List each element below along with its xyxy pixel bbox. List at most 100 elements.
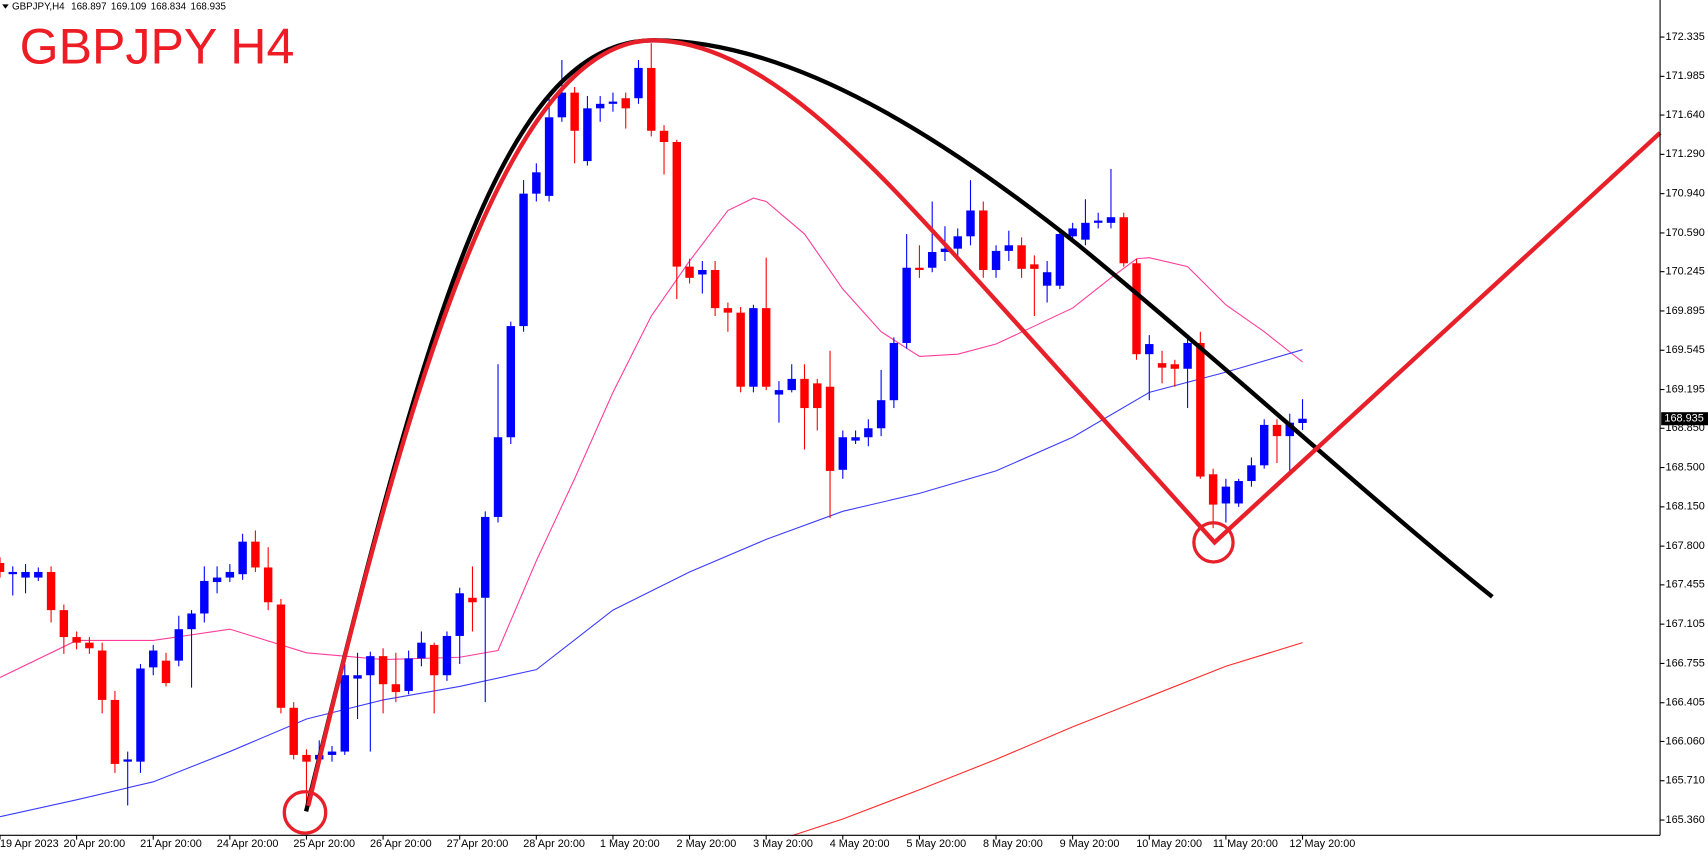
candle-body (1170, 364, 1180, 369)
x-tick-label: 27 Apr 20:00 (447, 838, 509, 850)
candle-body (813, 383, 822, 409)
candle-body (8, 571, 17, 575)
candle-body (1285, 422, 1294, 437)
candle-body (1221, 486, 1231, 504)
candle-body (161, 660, 171, 684)
candle-body (1298, 418, 1307, 423)
x-tick-label: 20 Apr 20:00 (64, 838, 126, 850)
low: 168.834 (151, 1, 187, 12)
candle-body (442, 635, 452, 676)
candle-body (774, 390, 784, 395)
candle-body (915, 267, 924, 270)
x-tick-label: 21 Apr 20:00 (140, 838, 202, 850)
candle-body (1068, 228, 1077, 237)
candle-body (544, 117, 554, 196)
candle-body (391, 684, 401, 693)
candle-body (263, 567, 273, 603)
candle-body (455, 593, 464, 636)
candle-body (1042, 272, 1052, 286)
candle-body (1106, 217, 1116, 223)
candle-body (110, 699, 120, 764)
candle-body (174, 629, 183, 661)
candle-body (710, 269, 720, 309)
candle-body (21, 571, 30, 578)
candle-body (1157, 363, 1167, 368)
candle-body (0, 562, 5, 572)
candle-body (378, 656, 388, 685)
candle-body (97, 650, 107, 700)
candle-body (417, 642, 426, 659)
candle-body (647, 67, 656, 131)
x-tick-label: 5 May 20:00 (906, 838, 966, 850)
y-tick-label: 168.500 (1666, 461, 1705, 473)
candle-body (1208, 474, 1218, 505)
candle-body (761, 308, 771, 387)
candle-body (519, 193, 528, 327)
price-label: 168.935 (1664, 413, 1703, 425)
candle-body (927, 252, 937, 268)
open: 168.897 (71, 1, 106, 12)
candle-body (85, 642, 94, 649)
candle-body (608, 101, 618, 104)
plot-area (0, 43, 1307, 837)
moving-average (0, 349, 1303, 818)
y-tick-label: 167.800 (1666, 540, 1705, 552)
candle-body (251, 541, 260, 568)
candle-body (1132, 263, 1141, 355)
moving-average (791, 642, 1303, 837)
low-circle (282, 790, 328, 835)
candle-body (493, 437, 503, 517)
y-tick-label: 171.985 (1666, 70, 1705, 82)
header-arrow (2, 4, 9, 9)
candle-body (1093, 220, 1103, 223)
x-tick-label: 8 May 20:00 (983, 838, 1043, 850)
candle-body (532, 172, 541, 194)
candle-body (506, 326, 516, 438)
candle-body (966, 210, 975, 237)
candle-body (302, 754, 311, 762)
price-label-bg (1661, 412, 1708, 426)
candle-body (838, 437, 848, 470)
candle-body (1196, 342, 1205, 477)
candle-body (1145, 344, 1154, 355)
candle-body (902, 267, 911, 343)
candle-body (634, 67, 643, 99)
candle-body (1119, 217, 1128, 264)
x-tick-label: 28 Apr 20:00 (523, 838, 585, 850)
red-curve (306, 38, 1662, 807)
x-tick-label: 25 Apr 20:00 (293, 838, 355, 850)
candle-body (736, 312, 745, 387)
black-curve (303, 38, 1494, 812)
header: GBPJPY,H4 168.897 169.109 168.834 168.935 (12, 1, 226, 12)
candle-body (1183, 342, 1192, 369)
y-tick-label: 170.245 (1666, 266, 1705, 278)
candle-body (468, 597, 477, 603)
candle-body (749, 308, 758, 387)
candle-body (672, 142, 682, 267)
symbol: GBPJPY,H4 (12, 1, 65, 12)
candle-body (366, 656, 375, 676)
low-circle (1192, 521, 1235, 564)
x-tick-label: 1 May 20:00 (600, 838, 660, 850)
candle-body (1055, 234, 1065, 286)
candle-body (404, 658, 413, 691)
candle-body (991, 250, 1001, 270)
x-tick-label: 11 May 20:00 (1213, 838, 1278, 850)
y-tick-label: 169.195 (1666, 383, 1705, 395)
candle-body (353, 675, 362, 679)
y-tick-label: 169.895 (1666, 305, 1705, 317)
candle-body (1030, 264, 1039, 269)
candle-body (225, 571, 235, 578)
candle-body (123, 759, 132, 762)
candle-body (187, 613, 196, 630)
x-tick-label: 26 Apr 20:00 (370, 838, 432, 850)
candle-body (685, 266, 694, 278)
y-tick-label: 170.940 (1666, 188, 1705, 200)
y-tick-label: 171.640 (1666, 109, 1705, 121)
candle-body (238, 541, 247, 575)
candle-body (698, 269, 707, 275)
y-tick-label: 166.405 (1666, 697, 1705, 709)
candle-body (149, 650, 158, 668)
